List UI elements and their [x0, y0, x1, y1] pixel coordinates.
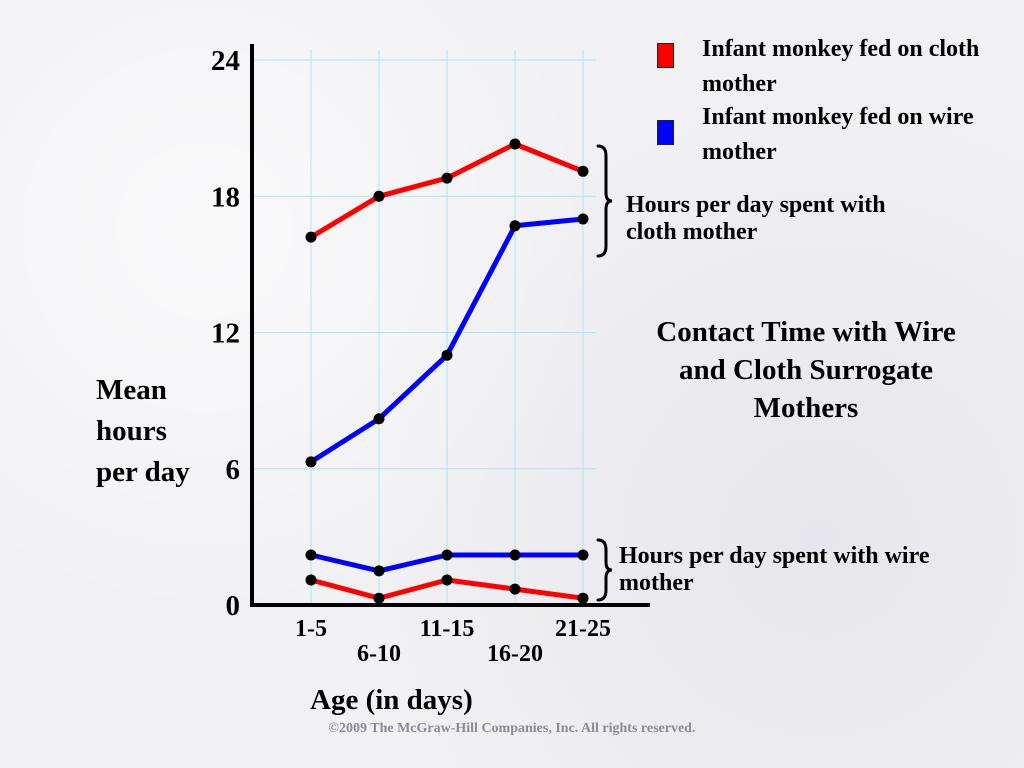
y-axis-label: Mean hours per day	[96, 374, 190, 488]
data-point	[305, 549, 317, 561]
wire-bracket	[596, 538, 613, 602]
data-point	[441, 349, 453, 361]
cloth-bracket	[596, 144, 613, 258]
tick-labels: 0 6 12 18 24 1-5 6-10 11-15 16-20 21-25	[211, 45, 611, 667]
y-tick-label: 0	[226, 590, 241, 622]
x-axis-label: Age (in days)	[310, 684, 473, 716]
data-point	[509, 220, 521, 232]
data-point	[577, 213, 589, 225]
wire-bracket-label: Hours per day spent with wire mother	[619, 543, 930, 596]
data-point	[373, 592, 385, 604]
axes	[250, 44, 650, 607]
data-point	[577, 592, 589, 604]
data-point	[509, 138, 521, 150]
x-tick-label: 6-10	[357, 641, 401, 667]
data-point	[441, 574, 453, 586]
data-point	[509, 583, 521, 595]
data-point	[441, 172, 453, 184]
y-tick-label: 12	[211, 318, 240, 350]
data-point	[577, 165, 589, 177]
cloth-bracket-label: Hours per day spent with cloth mother	[626, 192, 886, 245]
data-point	[373, 190, 385, 202]
x-tick-label: 21-25	[555, 616, 611, 642]
data-point	[373, 565, 385, 577]
data-points	[305, 138, 589, 604]
x-tick-label: 16-20	[487, 641, 543, 667]
legend-swatch-cloth	[657, 43, 674, 68]
legend-label-cloth: Infant monkey fed on cloth mother	[702, 36, 980, 97]
data-point	[305, 231, 317, 243]
legend-swatch-wire	[657, 120, 674, 145]
x-tick-label: 1-5	[295, 616, 327, 642]
data-point	[305, 456, 317, 468]
data-point	[441, 549, 453, 561]
brackets	[596, 144, 613, 602]
y-tick-label: 18	[211, 181, 240, 213]
chart-title: Contact Time with Wire and Cloth Surroga…	[656, 316, 956, 424]
y-tick-label: 6	[226, 454, 241, 486]
copyright-notice: ©2009 The McGraw-Hill Companies, Inc. Al…	[328, 721, 696, 736]
data-point	[509, 549, 521, 561]
data-point	[373, 413, 385, 425]
x-tick-label: 11-15	[420, 616, 475, 642]
y-tick-label: 24	[211, 45, 240, 77]
grid	[252, 50, 596, 605]
data-point	[577, 549, 589, 561]
data-point	[305, 574, 317, 586]
legend-label-wire: Infant monkey fed on wire mother	[702, 104, 974, 165]
